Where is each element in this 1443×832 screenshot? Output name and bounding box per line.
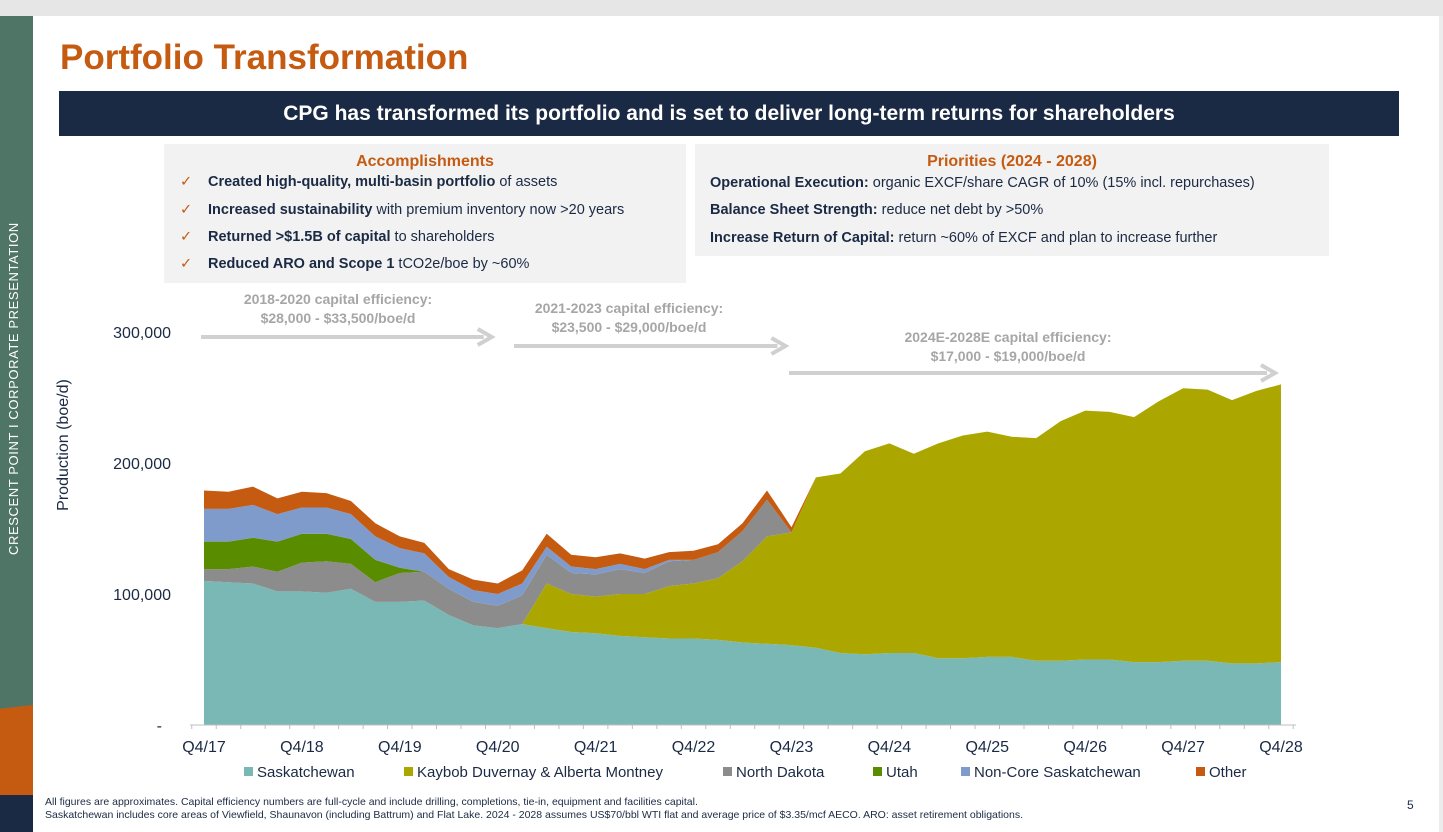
- side-bar: [0, 16, 33, 832]
- legend-swatch: [244, 767, 253, 776]
- accomplishment-text: of assets: [495, 174, 558, 190]
- legend-swatch: [723, 767, 732, 776]
- annotation-title: 2024E-2028E capital efficiency:: [904, 329, 1111, 345]
- legend-label: Utah: [886, 764, 918, 781]
- check-icon: ✓: [180, 256, 193, 272]
- accomplishment-bold: Reduced ARO and Scope 1: [208, 256, 395, 272]
- y-tick-label: 300,000: [113, 325, 171, 342]
- annotation-arrow-head: [1260, 363, 1280, 383]
- footnote: All figures are approximates. Capital ef…: [45, 796, 1023, 822]
- y-axis-label: Production (boe/d): [55, 379, 72, 511]
- x-tick-label: Q4/19: [378, 739, 422, 756]
- check-icon: ✓: [180, 229, 193, 245]
- priority-text: organic EXCF/share CAGR of 10% (15% incl…: [868, 175, 1255, 191]
- accomplishment-text: tCO2e/boe by ~60%: [394, 256, 530, 272]
- x-tick-label: Q4/20: [476, 739, 520, 756]
- x-tick-label: Q4/24: [868, 739, 912, 756]
- legend-swatch: [404, 767, 413, 776]
- priority-bold: Increase Return of Capital:: [710, 230, 895, 246]
- annotation-value: $28,000 - $33,500/boe/d: [261, 310, 416, 326]
- x-tick-label: Q4/22: [672, 739, 716, 756]
- accomplishment-bold: Increased sustainability: [208, 202, 373, 218]
- side-accent-navy: [0, 795, 33, 832]
- priority-item: Balance Sheet Strength: reduce net debt …: [710, 202, 1043, 218]
- y-tick-label: 200,000: [113, 456, 171, 473]
- y-tick-label: 100,000: [113, 587, 171, 604]
- priority-item: Operational Execution: organic EXCF/shar…: [710, 175, 1255, 191]
- footnote-line-1: All figures are approximates. Capital ef…: [45, 796, 698, 808]
- area-series-saskatchewan: [204, 580, 1281, 725]
- accomplishments-heading: Accomplishments: [356, 153, 494, 170]
- accomplishment-item: ✓ Reduced ARO and Scope 1 tCO2e/boe by ~6…: [180, 256, 529, 272]
- legend-label: North Dakota: [736, 764, 825, 781]
- accomplishment-bold: Created high-quality, multi-basin portfo…: [208, 174, 496, 190]
- legend-label: Non-Core Saskatchewan: [974, 764, 1141, 781]
- priorities-heading: Priorities (2024 - 2028): [927, 153, 1097, 170]
- check-icon: ✓: [180, 174, 193, 190]
- annotation-value: $23,500 - $29,000/boe/d: [552, 319, 707, 335]
- priority-item: Increase Return of Capital: return ~60% …: [710, 230, 1217, 246]
- legend-label: Saskatchewan: [257, 764, 355, 781]
- priority-bold: Operational Execution:: [710, 175, 869, 191]
- x-tick-label: Q4/25: [965, 739, 1009, 756]
- annotation-title: 2018-2020 capital efficiency:: [244, 291, 432, 307]
- x-tick-label: Q4/27: [1161, 739, 1205, 756]
- accomplishment-text: to shareholders: [390, 229, 495, 245]
- banner: CPG has transformed its portfolio and is…: [59, 91, 1399, 136]
- x-tick-label: Q4/26: [1063, 739, 1107, 756]
- x-tick-label: Q4/23: [770, 739, 814, 756]
- priority-text: reduce net debt by >50%: [877, 202, 1044, 218]
- accomplishment-text: with premium inventory now >20 years: [372, 202, 625, 218]
- page-number: 5: [1407, 798, 1414, 812]
- legend-label: Kaybob Duvernay & Alberta Montney: [417, 764, 663, 781]
- side-accent-orange: [0, 705, 33, 795]
- accomplishment-item: ✓ Returned >$1.5B of capital to sharehold…: [180, 229, 495, 245]
- x-tick-label: Q4/18: [280, 739, 324, 756]
- annotation-title: 2021-2023 capital efficiency:: [535, 300, 723, 316]
- legend-swatch: [1196, 767, 1205, 776]
- footnote-line-2: Saskatchewan includes core areas of View…: [45, 809, 1023, 821]
- accomplishment-bold: Returned >$1.5B of capital: [208, 229, 391, 245]
- check-icon: ✓: [180, 202, 193, 218]
- accomplishment-item: ✓ Increased sustainability with premium i…: [180, 202, 624, 218]
- y-tick-label: -: [157, 718, 162, 735]
- accomplishment-item: ✓ Created high-quality, multi-basin portf…: [180, 174, 557, 190]
- priority-bold: Balance Sheet Strength:: [710, 202, 878, 218]
- right-edge-shadow: [1439, 16, 1443, 832]
- x-tick-label: Q4/21: [574, 739, 618, 756]
- accomplishments-box: Accomplishments ✓ Created high-quality, m…: [164, 144, 686, 283]
- priority-text: return ~60% of EXCF and plan to increase…: [894, 230, 1218, 246]
- x-tick-label: Q4/17: [182, 739, 226, 756]
- page-title: Portfolio Transformation: [60, 38, 469, 77]
- legend-swatch: [873, 767, 882, 776]
- annotation-value: $17,000 - $19,000/boe/d: [931, 348, 1086, 364]
- annotation-arrow-head: [770, 336, 790, 356]
- legend-label: Other: [1209, 764, 1247, 781]
- x-tick-label: Q4/28: [1259, 739, 1303, 756]
- legend-swatch: [961, 767, 970, 776]
- priorities-box: Priorities (2024 - 2028) Operational Exe…: [695, 144, 1329, 256]
- top-strip: [0, 0, 1443, 16]
- area-series-kaybob-duvernay-alberta-montney: [204, 384, 1281, 664]
- annotation-arrow-head: [476, 327, 496, 347]
